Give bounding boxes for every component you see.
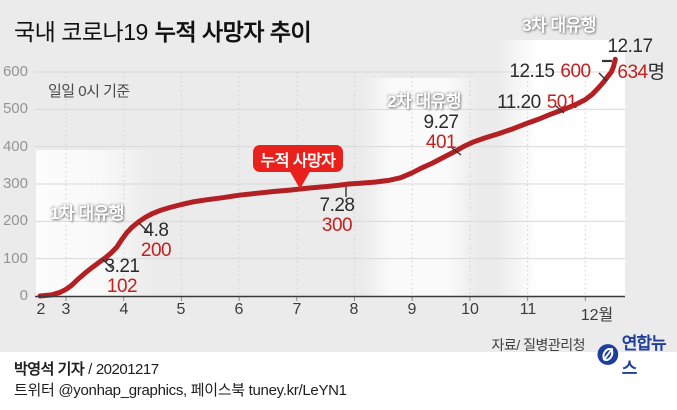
milestone-value: 600: [560, 61, 591, 82]
y-tick-label: 200: [2, 212, 28, 230]
x-tick-label: 4: [119, 301, 129, 318]
x-axis-labels: 2 3 4 5 6 7 8 9 10 11 12월: [36, 301, 614, 324]
milestone-date: 12.15: [509, 61, 555, 82]
y-tick-label: 500: [2, 100, 28, 118]
wave1-label: 1차 대유행: [50, 204, 124, 223]
series-label-box: 누적 사망자: [253, 145, 343, 172]
milestone-3-21: 3.21 102: [105, 257, 140, 296]
wave2-label: 2차 대유행: [387, 92, 461, 111]
milestone-12-15: 12.15 600: [509, 61, 591, 83]
milestone-date: 3.21: [104, 256, 140, 277]
gridlines: [35, 71, 625, 301]
final-value: 634명: [617, 57, 665, 84]
wave2-band: [362, 78, 478, 296]
x-tick-label: 7: [292, 301, 302, 318]
contact-info: 트위터 @yonhap_graphics, 페이스북 tuney.kr/LeYN…: [14, 382, 347, 399]
final-count: 634: [617, 62, 648, 83]
byline-date: 20201217: [95, 361, 159, 378]
wave3-label: 3차 대유행: [522, 16, 596, 35]
page-title: 국내 코로나19 누적 사망자 추이: [14, 13, 312, 47]
final-unit: 명: [647, 62, 665, 83]
x-tick-label: 2: [36, 301, 46, 318]
yonhap-logo-icon: [597, 343, 619, 365]
milestone-value: 300: [321, 215, 353, 236]
data-source: 자료/ 질병관리청: [491, 337, 586, 353]
milestone-value: 102: [106, 276, 138, 297]
milestone-7-28: 7.28 300: [320, 196, 355, 235]
y-tick-label: 0: [19, 287, 28, 304]
y-axis-labels: 0 100 200 300 400 500 600: [0, 0, 30, 352]
x-tick-label: 5: [176, 301, 186, 318]
yonhap-logo-text: 연합뉴스: [621, 334, 667, 378]
x-tick-label: 11: [519, 301, 537, 318]
milestone-date: 9.27: [423, 112, 459, 133]
milestone-date: 7.28: [319, 195, 355, 216]
x-tick-label: 12월: [580, 307, 614, 324]
y-tick-label: 100: [2, 249, 28, 267]
byline-separator: /: [88, 361, 92, 378]
milestone-date: 11.20: [497, 92, 541, 113]
milestone-value: 200: [140, 240, 172, 261]
milestone-11-20: 11.20 501: [497, 92, 577, 114]
title-prefix: 국내 코로나19: [14, 19, 148, 45]
x-tick-label: 8: [349, 301, 359, 318]
milestone-value: 501: [546, 92, 578, 113]
x-tick-label: 3: [61, 301, 71, 318]
milestone-4-8: 4.8 200: [140, 220, 172, 261]
final-date: 12.17: [607, 36, 653, 57]
y-tick-label: 300: [2, 175, 28, 192]
milestone-date: 4.8: [143, 220, 169, 241]
byline: 박영석 기자/20201217: [14, 358, 159, 379]
y-tick-label: 400: [2, 137, 28, 155]
yonhap-logo: 연합뉴스: [597, 329, 677, 379]
reporter-name: 박영석 기자: [14, 361, 85, 378]
title-emphasis: 누적 사망자 추이: [154, 19, 312, 45]
y-tick-label: 600: [2, 63, 28, 80]
chart-note: 일일 0시 기준: [48, 83, 130, 100]
series-label-pointer: [288, 168, 312, 189]
milestone-value: 401: [425, 132, 457, 153]
milestone-9-27: 9.27 401: [424, 113, 459, 152]
x-tick-label: 6: [234, 301, 244, 318]
data-line-group: [37, 56, 618, 299]
callout-lines: [101, 59, 612, 269]
x-tick-label: 9: [407, 301, 417, 318]
x-tick-label: 10: [461, 301, 479, 318]
